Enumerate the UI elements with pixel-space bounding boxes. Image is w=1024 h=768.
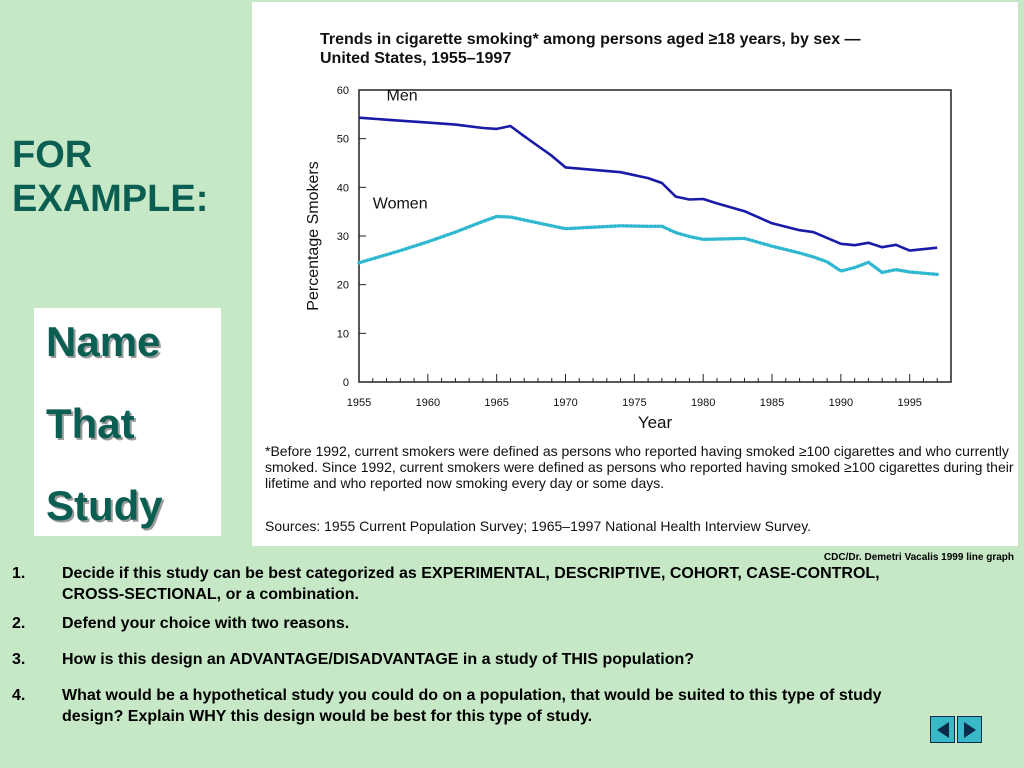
series-label-women: Women [373, 195, 428, 212]
question-text: Decide if this study can be best categor… [62, 565, 880, 603]
question-number: 4. [12, 687, 26, 704]
line-chart: 0 10 20 30 40 50 60 1955 1960 1965 1970 1975 1980 198… [305, 85, 952, 432]
question-text: What would be a hypothetical study you c… [62, 687, 882, 725]
x-tick-label: 1985 [760, 397, 784, 409]
question-number: 1. [12, 565, 26, 582]
y-tick-label: 60 [337, 85, 349, 97]
list-item: 3. How is this design an ADVANTAGE/DISAD… [12, 649, 912, 670]
chart-sources: Sources: 1955 Current Population Survey;… [265, 518, 812, 534]
x-tick-label: 1955 [347, 397, 371, 409]
slide-navigation [930, 716, 982, 743]
list-item: 1. Decide if this study can be best cate… [12, 563, 912, 605]
chart-title: Trends in cigarette smoking* among perso… [320, 30, 1000, 68]
y-tick-label: 30 [337, 231, 349, 243]
name-that-study-line-1: Name [46, 318, 161, 365]
x-axis-label: Year [638, 413, 673, 432]
y-tick-label: 50 [337, 134, 349, 146]
y-axis-label: Percentage Smokers [305, 161, 322, 310]
y-tick-label: 0 [343, 377, 349, 389]
x-tick-label: 1995 [897, 397, 921, 409]
chart-title-line-2: United States, 1955–1997 [320, 50, 512, 67]
chart-title-line-1: Trends in cigarette smoking* among perso… [320, 31, 861, 48]
y-tick-label: 10 [337, 328, 349, 340]
list-item: 4. What would be a hypothetical study yo… [12, 685, 912, 727]
x-tick-label: 1970 [553, 397, 577, 409]
name-that-study-box: Name That Study [34, 308, 221, 536]
previous-slide-button[interactable] [930, 716, 955, 743]
name-that-study-line-3: Study [46, 482, 163, 529]
right-triangle-icon [963, 721, 976, 738]
y-tick-label: 40 [337, 182, 349, 194]
heading-line-1: FOR [12, 134, 93, 176]
name-that-study-line-2: That [46, 400, 135, 447]
series-label-men: Men [387, 88, 418, 105]
image-credit: CDC/Dr. Demetri Vacalis 1999 line graph [823, 552, 1014, 563]
list-item: 2. Defend your choice with two reasons. [12, 613, 912, 634]
x-tick-label: 1975 [622, 397, 646, 409]
question-text: How is this design an ADVANTAGE/DISADVAN… [62, 651, 695, 668]
x-tick-label: 1980 [691, 397, 715, 409]
question-text: Defend your choice with two reasons. [62, 615, 350, 632]
chart-panel: Trends in cigarette smoking* among perso… [252, 2, 1018, 546]
series-line-men [358, 116, 938, 252]
next-slide-button[interactable] [957, 716, 982, 743]
chart-footnote: *Before 1992, current smokers were defin… [265, 443, 1014, 491]
question-list: 1. Decide if this study can be best cate… [12, 563, 912, 727]
x-tick-label: 1965 [484, 397, 508, 409]
question-number: 3. [12, 651, 26, 668]
heading-line-2: EXAMPLE: [12, 178, 209, 220]
x-tick-label: 1990 [829, 397, 853, 409]
question-number: 2. [12, 615, 26, 632]
series-line-women [357, 214, 939, 277]
slide-heading: FOR EXAMPLE: [12, 133, 252, 221]
left-triangle-icon [936, 721, 949, 738]
x-tick-label: 1960 [416, 397, 440, 409]
y-tick-label: 20 [337, 280, 349, 292]
